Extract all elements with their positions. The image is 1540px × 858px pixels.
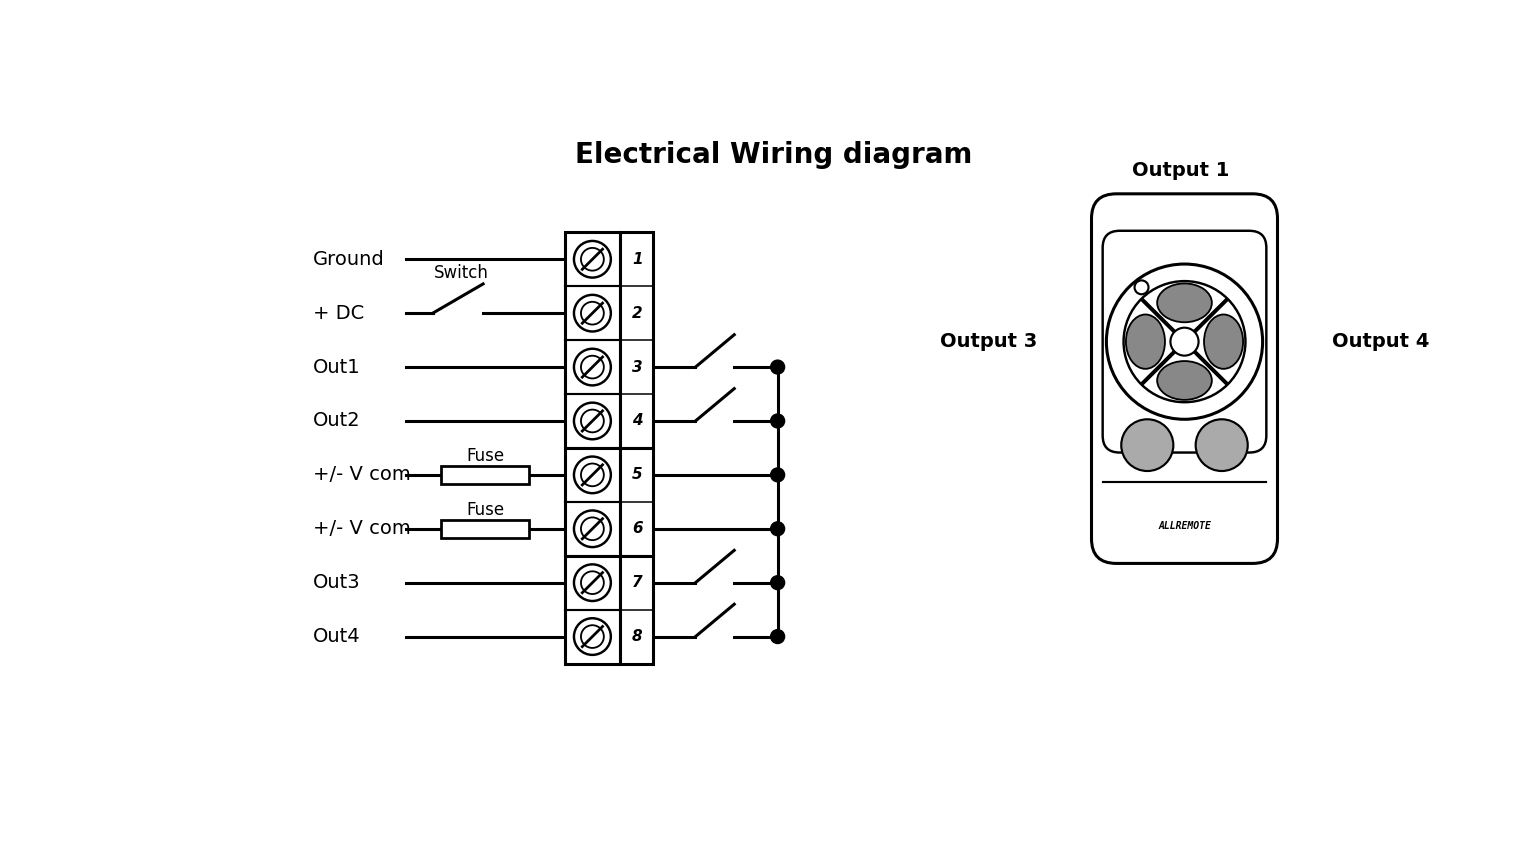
Ellipse shape	[1204, 315, 1243, 369]
Text: Fuse: Fuse	[467, 447, 504, 465]
Text: 7: 7	[631, 575, 642, 590]
Circle shape	[770, 360, 784, 374]
Ellipse shape	[1157, 283, 1212, 323]
Text: 5: 5	[631, 468, 642, 482]
Circle shape	[574, 295, 611, 331]
Text: +/- V com: +/- V com	[313, 465, 410, 485]
Bar	[621, 233, 653, 448]
Text: 6: 6	[631, 522, 642, 536]
Text: Output 2: Output 2	[1147, 388, 1237, 406]
Circle shape	[581, 517, 604, 541]
Circle shape	[1135, 281, 1149, 294]
Circle shape	[574, 565, 611, 601]
Circle shape	[574, 619, 611, 655]
Text: Ground: Ground	[313, 250, 385, 269]
Circle shape	[574, 402, 611, 439]
Bar	[442, 520, 528, 538]
Circle shape	[581, 625, 604, 648]
Text: 3: 3	[631, 360, 642, 375]
Circle shape	[574, 456, 611, 493]
Circle shape	[1106, 264, 1263, 420]
Circle shape	[1124, 281, 1246, 402]
Bar	[621, 556, 653, 663]
Circle shape	[1121, 420, 1173, 471]
Text: + DC: + DC	[313, 304, 363, 323]
Circle shape	[770, 468, 784, 482]
Circle shape	[581, 571, 604, 594]
Circle shape	[770, 414, 784, 428]
Ellipse shape	[1126, 315, 1164, 369]
Text: Out3: Out3	[313, 573, 360, 592]
Text: Out4: Out4	[313, 627, 360, 646]
Bar	[565, 448, 621, 556]
Text: Output 1: Output 1	[1132, 161, 1229, 180]
Bar	[621, 448, 653, 556]
Circle shape	[1170, 328, 1198, 355]
Circle shape	[574, 511, 611, 547]
Circle shape	[581, 463, 604, 486]
Text: Output 3: Output 3	[939, 332, 1038, 351]
Circle shape	[581, 302, 604, 324]
Circle shape	[770, 576, 784, 589]
Circle shape	[581, 356, 604, 378]
Bar	[565, 233, 621, 448]
Text: ALLREMOTE: ALLREMOTE	[1158, 522, 1210, 531]
Text: Switch: Switch	[434, 264, 490, 282]
Text: 4: 4	[631, 414, 642, 428]
Circle shape	[770, 522, 784, 535]
Circle shape	[574, 348, 611, 385]
Bar	[442, 466, 528, 484]
Text: 2: 2	[631, 305, 642, 321]
Circle shape	[574, 241, 611, 278]
FancyBboxPatch shape	[1092, 194, 1278, 564]
FancyBboxPatch shape	[1103, 231, 1266, 452]
Ellipse shape	[1157, 361, 1212, 400]
Text: Fuse: Fuse	[467, 500, 504, 518]
Text: 1: 1	[631, 251, 642, 267]
Text: Output 4: Output 4	[1332, 332, 1429, 351]
Text: Electrical Wiring diagram: Electrical Wiring diagram	[574, 142, 972, 169]
Circle shape	[581, 409, 604, 432]
Text: Out2: Out2	[313, 412, 360, 431]
Circle shape	[770, 630, 784, 644]
Text: +/- V com: +/- V com	[313, 519, 410, 538]
Text: Out1: Out1	[313, 358, 360, 377]
Circle shape	[1195, 420, 1247, 471]
Text: 8: 8	[631, 629, 642, 644]
Bar	[565, 556, 621, 663]
Circle shape	[581, 248, 604, 270]
